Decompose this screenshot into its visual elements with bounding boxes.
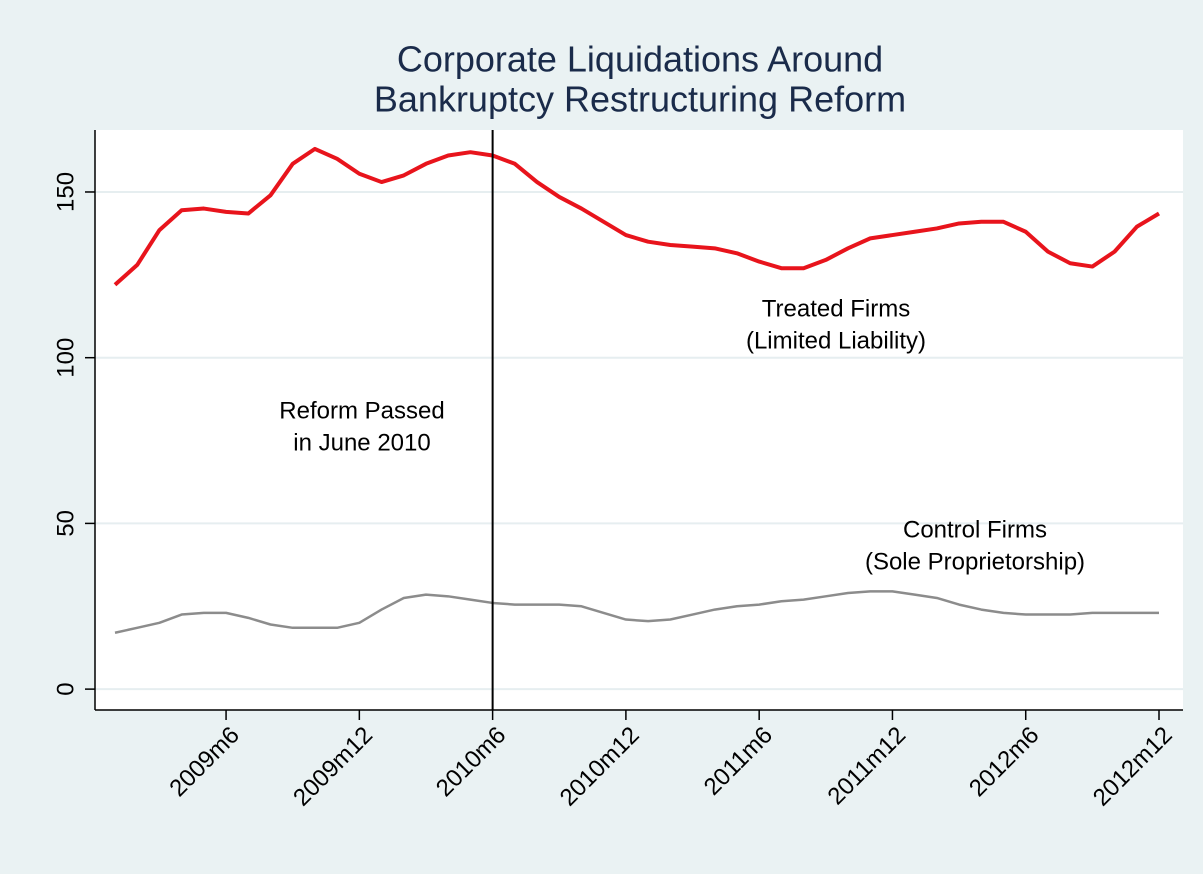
annotation: (Sole Proprietorship) bbox=[865, 548, 1085, 575]
x-tick-label: 2011m12 bbox=[823, 722, 912, 811]
line-series bbox=[113, 146, 1161, 287]
x-tick-label: 2012m6 bbox=[964, 722, 1044, 802]
annotation: (Limited Liability) bbox=[746, 327, 926, 354]
x-tick-label: 2009m12 bbox=[288, 722, 378, 812]
x-tick-label: 2010m6 bbox=[431, 722, 511, 802]
x-tick-label: 2010m12 bbox=[555, 722, 645, 812]
x-tick-label: 2009m6 bbox=[164, 722, 244, 802]
plot-area bbox=[95, 130, 1183, 710]
annotation: Control Firms bbox=[903, 516, 1047, 543]
annotation: in June 2010 bbox=[293, 429, 430, 456]
chart-title: Corporate Liquidations Around bbox=[397, 39, 883, 80]
annotation: Treated Firms bbox=[762, 295, 910, 322]
y-tick-label: 100 bbox=[52, 338, 79, 378]
x-tick-label: 2011m6 bbox=[699, 722, 778, 801]
y-tick-label: 0 bbox=[52, 682, 79, 695]
chart-title: Bankruptcy Restructuring Reform bbox=[374, 79, 906, 120]
y-tick-label: 50 bbox=[52, 510, 79, 537]
y-tick-label: 150 bbox=[52, 172, 79, 212]
x-tick-label: 2012m12 bbox=[1088, 722, 1178, 812]
line-series bbox=[114, 590, 1159, 634]
annotation: Reform Passed bbox=[279, 397, 444, 424]
